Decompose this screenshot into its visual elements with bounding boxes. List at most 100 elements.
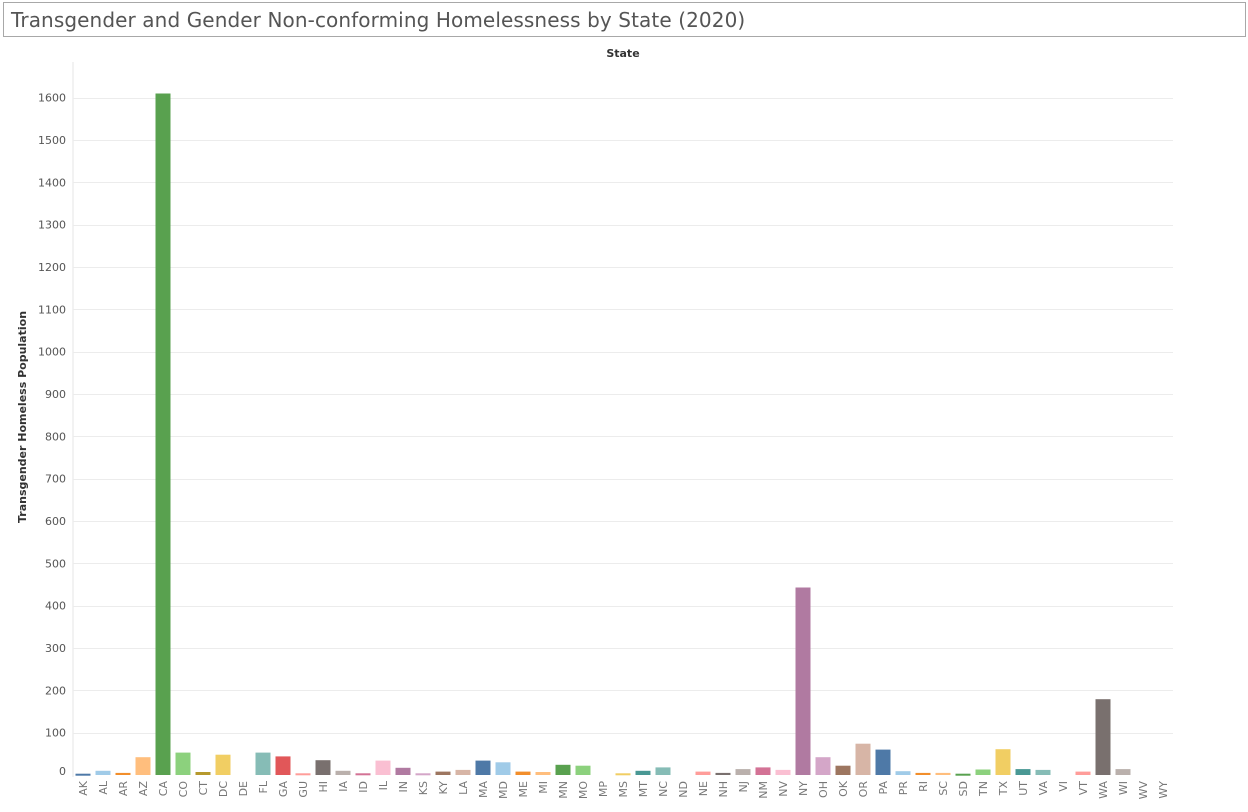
y-tick-label: 1300	[38, 219, 66, 232]
bar-mi	[535, 772, 551, 775]
x-tick-label: AK	[77, 780, 90, 796]
y-tick-label: 700	[45, 473, 66, 486]
bar-vt	[1075, 771, 1091, 775]
bar-nh	[715, 772, 731, 775]
bar-ca	[155, 93, 171, 775]
x-tick-label: HI	[317, 781, 330, 793]
x-tick-label: NC	[657, 781, 670, 797]
bar-sc	[935, 772, 951, 775]
y-tick-label: 1500	[38, 134, 66, 147]
bar-ia	[335, 770, 351, 775]
x-tick-label: VT	[1077, 781, 1090, 796]
x-tick-label: PR	[897, 781, 910, 796]
bar-mn	[555, 764, 571, 775]
x-tick-label: NV	[777, 781, 790, 797]
chart-title: Transgender and Gender Non-conforming Ho…	[11, 8, 746, 32]
y-tick-label: 300	[45, 642, 66, 655]
x-tick-label: RI	[917, 781, 930, 792]
y-axis-ticks: 0 100 200 300 400 500 600 700 800 900 1000 1100 1200…	[38, 92, 66, 778]
bar-ny	[795, 587, 811, 775]
bar-ks	[415, 773, 431, 776]
x-tick-label: ME	[517, 781, 530, 797]
bar-ct	[195, 772, 211, 775]
bar-pr	[895, 771, 911, 775]
x-tick-label: ND	[677, 781, 690, 798]
x-tick-label: NY	[797, 781, 810, 796]
y-tick-label: 0	[59, 765, 66, 778]
x-tick-label: AL	[97, 780, 110, 795]
bar-ar	[115, 772, 131, 775]
y-tick-label: 100	[45, 727, 66, 740]
x-tick-label: GU	[297, 781, 310, 798]
x-tick-label: KS	[417, 781, 430, 795]
x-tick-label: WI	[1117, 781, 1130, 795]
bar-ri	[915, 772, 931, 775]
bar-ma	[475, 760, 491, 775]
x-tick-label: MI	[537, 781, 550, 794]
bar-mo	[575, 765, 591, 775]
x-tick-label: LA	[457, 781, 470, 795]
x-tick-label: MP	[597, 781, 610, 797]
bar-fl	[255, 752, 271, 775]
x-tick-label: WY	[1157, 781, 1170, 799]
bar-il	[375, 760, 391, 775]
x-tick-label: WV	[1137, 781, 1150, 800]
bar-ga	[275, 756, 291, 775]
x-tick-label: MT	[637, 781, 650, 797]
bar-la	[455, 769, 471, 775]
y-tick-label: 900	[45, 388, 66, 401]
bar-ut	[1015, 769, 1031, 775]
y-tick-label: 1000	[38, 346, 66, 359]
x-tick-label: NM	[757, 781, 770, 799]
x-tick-label: PA	[877, 781, 890, 795]
bar-al	[95, 770, 111, 775]
bar-tn	[975, 769, 991, 775]
bar-gu	[295, 773, 311, 776]
y-tick-label: 1600	[38, 92, 66, 105]
bar-in	[395, 767, 411, 775]
bar-wa	[1095, 699, 1111, 775]
x-tick-label: MS	[617, 781, 630, 797]
bar-tx	[995, 749, 1011, 775]
bars	[75, 93, 1131, 776]
title-box: Transgender and Gender Non-conforming Ho…	[3, 2, 1246, 37]
bar-ne	[695, 771, 711, 775]
bar-id	[355, 773, 371, 776]
bar-md	[495, 762, 511, 775]
x-tick-label: CO	[177, 781, 190, 798]
x-tick-label: WA	[1097, 781, 1110, 799]
bar-mt	[635, 770, 651, 775]
y-tick-label: 1400	[38, 176, 66, 189]
x-tick-label: IN	[397, 781, 410, 792]
x-tick-label: VA	[1037, 781, 1050, 796]
x-tick-label: MA	[477, 781, 490, 798]
bar-ky	[435, 771, 451, 775]
bar-nj	[735, 769, 751, 775]
bar-nm	[755, 767, 771, 775]
x-tick-label: OH	[817, 781, 830, 798]
x-tick-label: TN	[977, 781, 990, 797]
bar-me	[515, 771, 531, 775]
x-tick-label: NH	[717, 781, 730, 798]
x-tick-label: MD	[497, 781, 510, 799]
x-tick-label: MO	[577, 781, 590, 799]
bar-pa	[875, 749, 891, 775]
x-tick-label: DC	[217, 781, 230, 797]
x-tick-label: VI	[1057, 781, 1070, 792]
y-tick-label: 400	[45, 600, 66, 613]
gridlines	[72, 62, 1173, 777]
bar-ak	[75, 773, 91, 776]
bar-ms	[615, 773, 631, 776]
bar-or	[855, 743, 871, 775]
x-tick-label: NJ	[737, 781, 750, 792]
y-tick-label: 1200	[38, 261, 66, 274]
x-tick-label: IL	[377, 780, 390, 790]
x-tick-label: FL	[257, 780, 270, 793]
x-axis-labels: AK AL AR AZ CA CO CT DC DE FL GA GU HI IA ID IL IN KS KY LA…	[77, 780, 1170, 799]
x-tick-label: SC	[937, 781, 950, 796]
bar-wi	[1115, 769, 1131, 775]
x-tick-label: TX	[997, 781, 1010, 797]
bar-hi	[315, 760, 331, 775]
x-tick-label: SD	[957, 781, 970, 796]
